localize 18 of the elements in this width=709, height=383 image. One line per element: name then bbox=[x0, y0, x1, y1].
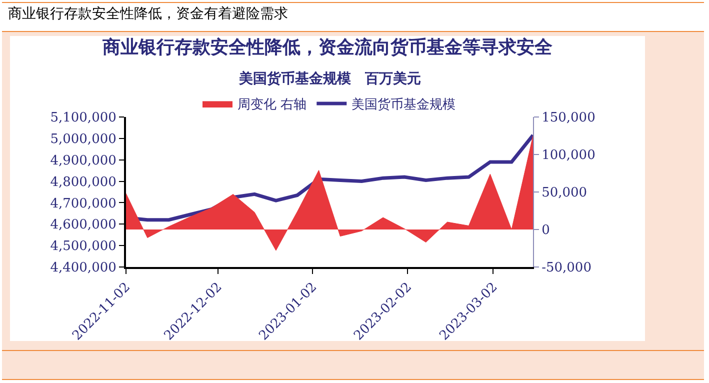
chart-title: 商业银行存款安全性降低，资金有着避险需求 bbox=[2, 2, 704, 32]
legend-label: 美国货币基金规模 bbox=[352, 96, 456, 113]
y-tick-label: 4,700,000 bbox=[50, 196, 116, 212]
y2-tick-label: -50,000 bbox=[542, 260, 592, 276]
chart-subtitle: 商业银行存款安全性降低，资金流向货币基金等寻求安全 bbox=[102, 37, 554, 58]
y2-tick-label: 50,000 bbox=[542, 186, 588, 201]
y-tick-label: 4,400,000 bbox=[50, 260, 116, 276]
y-tick-label: 4,500,000 bbox=[50, 239, 116, 254]
y2-tick-label: 0 bbox=[542, 223, 550, 238]
y-tick-label: 4,600,000 bbox=[50, 218, 116, 233]
y-tick-label: 5,000,000 bbox=[50, 132, 116, 147]
y2-tick-label: 150,000 bbox=[542, 110, 596, 126]
legend-label: 周变化 右轴 bbox=[238, 98, 307, 113]
text: 美国货币基金规模 百万美元 bbox=[238, 70, 421, 87]
y-tick-label: 4,900,000 bbox=[50, 153, 116, 168]
y-tick-label: 4,800,000 bbox=[50, 174, 116, 190]
y-tick-label: 5,100,000 bbox=[50, 110, 116, 126]
y2-tick-label: 100,000 bbox=[542, 148, 596, 164]
